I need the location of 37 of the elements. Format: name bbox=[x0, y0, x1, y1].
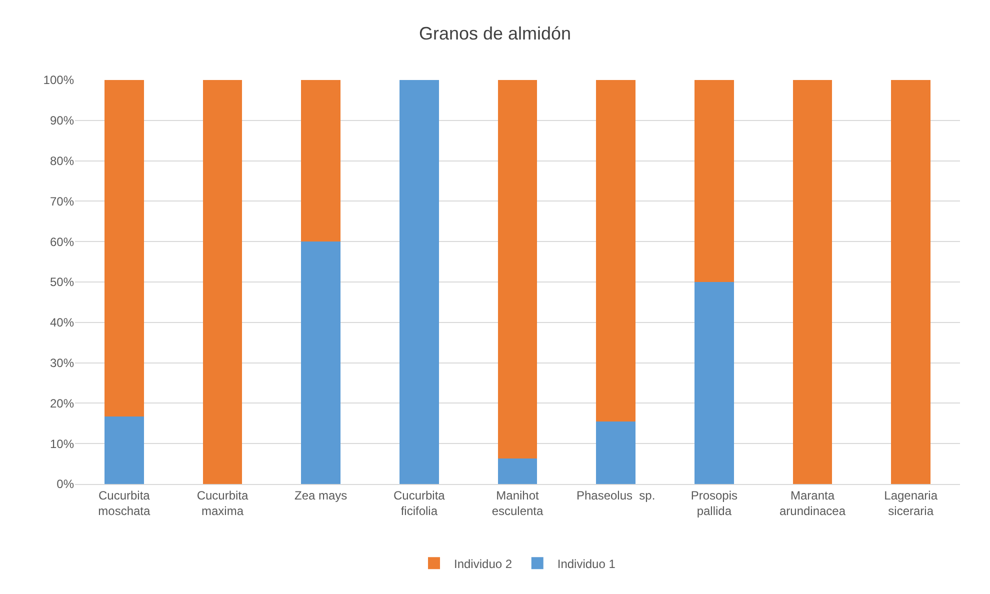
x-tick-label: Cucurbita ficifolia bbox=[393, 488, 446, 518]
legend-label: Individuo 1 bbox=[557, 556, 616, 571]
bar bbox=[792, 80, 832, 484]
bar bbox=[400, 80, 439, 484]
x-tick-label: Prosopis pallida bbox=[690, 488, 738, 518]
y-tick-label: 0% bbox=[56, 477, 74, 492]
y-tick-label: 10% bbox=[50, 436, 74, 451]
y-tick-label: 50% bbox=[50, 275, 74, 290]
x-tick-label: Maranta arundinacea bbox=[779, 488, 846, 518]
bar bbox=[498, 458, 538, 484]
bar bbox=[498, 80, 538, 459]
bar bbox=[301, 242, 340, 484]
bar bbox=[301, 80, 340, 242]
bar bbox=[596, 421, 636, 484]
bar bbox=[694, 80, 734, 282]
x-tick-label: Cucurbita maxima bbox=[196, 488, 249, 518]
bar bbox=[104, 80, 144, 417]
x-tick-label: Lagenaria siceraria bbox=[884, 488, 938, 518]
x-tick-label: Manihot esculenta bbox=[492, 488, 544, 518]
legend-label: Individuo 2 bbox=[454, 556, 512, 571]
y-tick-label: 100% bbox=[43, 73, 74, 88]
chart-title: Granos de almidón bbox=[418, 23, 572, 44]
bar bbox=[891, 80, 930, 484]
y-tick-label: 90% bbox=[50, 114, 74, 128]
y-tick-label: 30% bbox=[50, 356, 74, 370]
y-tick-label: 70% bbox=[50, 194, 74, 208]
x-tick-label: Cucurbita moschata bbox=[98, 488, 151, 518]
bar bbox=[202, 80, 242, 484]
x-tick-label: Zea mays bbox=[294, 488, 348, 502]
y-tick-label: 40% bbox=[50, 316, 74, 330]
y-tick-label: 60% bbox=[50, 234, 74, 249]
x-tick-label: Phaseolus sp. bbox=[576, 488, 656, 502]
bar bbox=[104, 416, 144, 484]
bar bbox=[596, 80, 636, 422]
y-tick-label: 20% bbox=[50, 396, 74, 410]
bar bbox=[694, 282, 734, 484]
y-tick-label: 80% bbox=[50, 154, 74, 168]
